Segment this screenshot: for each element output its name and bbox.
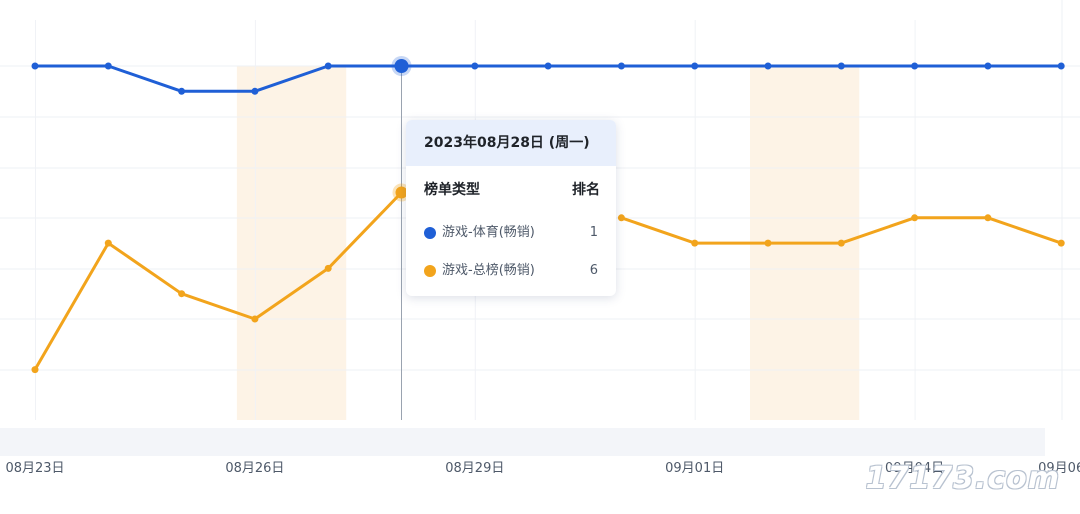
series-line-sports bbox=[35, 64, 1062, 93]
x-tick-label: 08月26日 bbox=[225, 461, 284, 476]
tooltip-header-label: 榜单类型 bbox=[424, 182, 480, 198]
series-dot-icon bbox=[424, 265, 436, 277]
data-point[interactable] bbox=[324, 62, 332, 70]
tooltip-series-value: 6 bbox=[589, 263, 598, 278]
data-point[interactable] bbox=[471, 62, 479, 70]
data-point[interactable] bbox=[1057, 62, 1065, 70]
chart-tooltip: 2023年08月28日 (周一) 榜单类型 排名 游戏-体育(畅销) 1 游戏-… bbox=[406, 120, 616, 296]
data-point[interactable] bbox=[764, 239, 772, 247]
tooltip-series-name: 游戏-总榜(畅销) bbox=[442, 263, 535, 278]
data-point[interactable] bbox=[764, 62, 772, 70]
data-point[interactable] bbox=[691, 239, 699, 247]
data-point[interactable] bbox=[324, 264, 332, 272]
data-point[interactable] bbox=[104, 239, 112, 247]
hover-point[interactable] bbox=[394, 59, 409, 73]
x-tick-label: 09月04日 bbox=[885, 461, 944, 476]
data-point[interactable] bbox=[104, 62, 112, 70]
data-point[interactable] bbox=[911, 62, 919, 70]
watermark-logo: 17173.com bbox=[865, 461, 1060, 496]
data-point[interactable] bbox=[984, 214, 992, 222]
data-point[interactable] bbox=[837, 62, 845, 70]
data-point[interactable] bbox=[31, 62, 39, 70]
tooltip-header: 榜单类型 排名 bbox=[406, 166, 616, 214]
hover-point[interactable] bbox=[395, 186, 408, 199]
tooltip-series-name: 游戏-体育(畅销) bbox=[442, 225, 535, 240]
data-point[interactable] bbox=[837, 239, 845, 247]
x-tick-label: 09月01日 bbox=[665, 461, 724, 476]
x-tick-label: 09月06 bbox=[1038, 461, 1080, 476]
data-point[interactable] bbox=[617, 62, 625, 70]
data-point[interactable] bbox=[178, 290, 186, 298]
weekend-band bbox=[236, 66, 347, 420]
series-dot-icon bbox=[424, 227, 436, 239]
x-tick-label: 08月23日 bbox=[5, 461, 64, 476]
data-point[interactable] bbox=[911, 214, 919, 222]
tooltip-title: 2023年08月28日 (周一) bbox=[406, 120, 616, 166]
x-tick-label: 08月29日 bbox=[445, 461, 504, 476]
data-point[interactable] bbox=[251, 315, 259, 323]
data-point[interactable] bbox=[617, 214, 625, 222]
tooltip-row-overall: 游戏-总榜(畅销) 6 bbox=[406, 252, 616, 290]
tooltip-header-value: 排名 bbox=[572, 182, 600, 198]
data-point[interactable] bbox=[178, 87, 186, 95]
data-point[interactable] bbox=[251, 87, 259, 95]
data-point[interactable] bbox=[31, 366, 39, 374]
data-point[interactable] bbox=[691, 62, 699, 70]
data-zoom-track[interactable] bbox=[0, 428, 1045, 456]
tooltip-series-value: 1 bbox=[589, 225, 598, 240]
data-point[interactable] bbox=[544, 62, 552, 70]
data-point[interactable] bbox=[1057, 239, 1065, 247]
tooltip-row-sports: 游戏-体育(畅销) 1 bbox=[406, 214, 616, 252]
data-point[interactable] bbox=[984, 62, 992, 70]
